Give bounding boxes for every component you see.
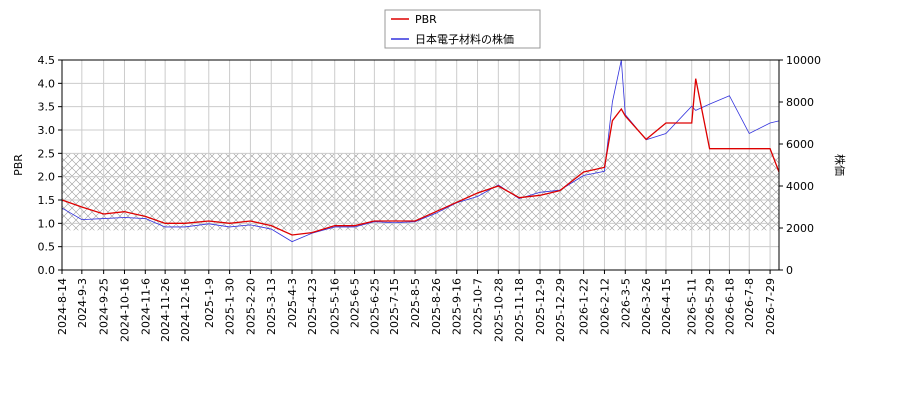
legend-label: 日本電子材料の株価	[415, 32, 514, 46]
y2-axis-label: 株価	[833, 154, 847, 176]
y-tick-label: 0.0	[38, 264, 56, 277]
x-tick-label: 2025-11-18	[513, 278, 526, 342]
x-tick-label: 2026-3-5	[619, 278, 632, 328]
x-tick-label: 2025-4-23	[306, 278, 319, 335]
x-tick-label: 2025-6-25	[368, 278, 381, 335]
y2-tick-label: 4000	[786, 180, 814, 193]
x-tick-label: 2024-11-6	[139, 278, 152, 335]
series-line	[61, 78, 780, 236]
y-tick-label: 0.5	[38, 241, 56, 254]
x-tick-label: 2024-10-16	[118, 278, 131, 342]
x-tick-label: 2024-9-25	[98, 278, 111, 335]
y-tick-label: 1.5	[38, 194, 56, 207]
x-tick-label: 2025-2-20	[244, 278, 257, 335]
y-tick-label: 3.0	[38, 124, 56, 137]
hatched-band	[62, 153, 779, 231]
x-tick-label: 2024-9-3	[76, 278, 89, 328]
x-tick-label: 2024-11-26	[159, 278, 172, 342]
x-tick-label: 2026-4-15	[660, 278, 673, 335]
x-tick-label: 2025-9-16	[451, 278, 464, 335]
x-tick-label: 2025-12-29	[554, 278, 567, 342]
y2-tick-label: 10000	[786, 54, 821, 67]
x-tick-label: 2025-8-5	[409, 278, 422, 328]
lines	[61, 59, 780, 243]
y2-tick-label: 6000	[786, 138, 814, 151]
x-tick-label: 2025-4-3	[286, 278, 299, 328]
x-tick-label: 2024-8-14	[56, 278, 69, 335]
x-tick-label: 2026-7-8	[743, 278, 756, 328]
x-tick-label: 2025-1-9	[203, 278, 216, 328]
x-tick-label: 2026-1-22	[578, 278, 591, 335]
legend-label: PBR	[415, 13, 437, 26]
grid	[61, 59, 779, 271]
y-tick-label: 4.0	[38, 77, 56, 90]
x-tick-label: 2026-3-26	[640, 278, 653, 335]
x-tick-label: 2026-2-12	[598, 278, 611, 335]
y-tick-label: 2.0	[38, 171, 56, 184]
x-tick-label: 2025-10-7	[472, 278, 485, 335]
y2-tick-label: 2000	[786, 222, 814, 235]
y2-tick-label: 0	[786, 264, 793, 277]
x-tick-label: 2025-12-9	[534, 278, 547, 335]
x-tick-label: 2026-6-18	[723, 278, 736, 335]
y-tick-label: 2.5	[38, 147, 56, 160]
x-tick-label: 2026-5-29	[704, 278, 717, 335]
x-tick-label: 2026-5-11	[686, 278, 699, 335]
legend: PBR 日本電子材料の株価	[384, 9, 541, 49]
legend-box	[384, 9, 541, 49]
x-tick-label: 2025-7-15	[388, 278, 401, 335]
y-axis-label: PBR	[12, 154, 25, 176]
y2-tick-label: 8000	[786, 96, 814, 109]
x-tick-label: 2024-12-16	[179, 278, 192, 342]
x-tick-label: 2026-7-29	[764, 278, 777, 335]
plot-frame	[61, 59, 780, 271]
x-tick-label: 2025-3-13	[265, 278, 278, 335]
y-tick-label: 1.0	[38, 217, 56, 230]
y-tick-label: 3.5	[38, 101, 56, 114]
x-tick-label: 2025-1-30	[224, 278, 237, 335]
x-tick-label: 2025-6-5	[349, 278, 362, 328]
x-tick-label: 2025-10-28	[492, 278, 505, 342]
x-tick-label: 2025-8-26	[430, 278, 443, 335]
x-tick-label: 2025-5-16	[329, 278, 342, 335]
y-tick-label: 4.5	[38, 54, 56, 67]
